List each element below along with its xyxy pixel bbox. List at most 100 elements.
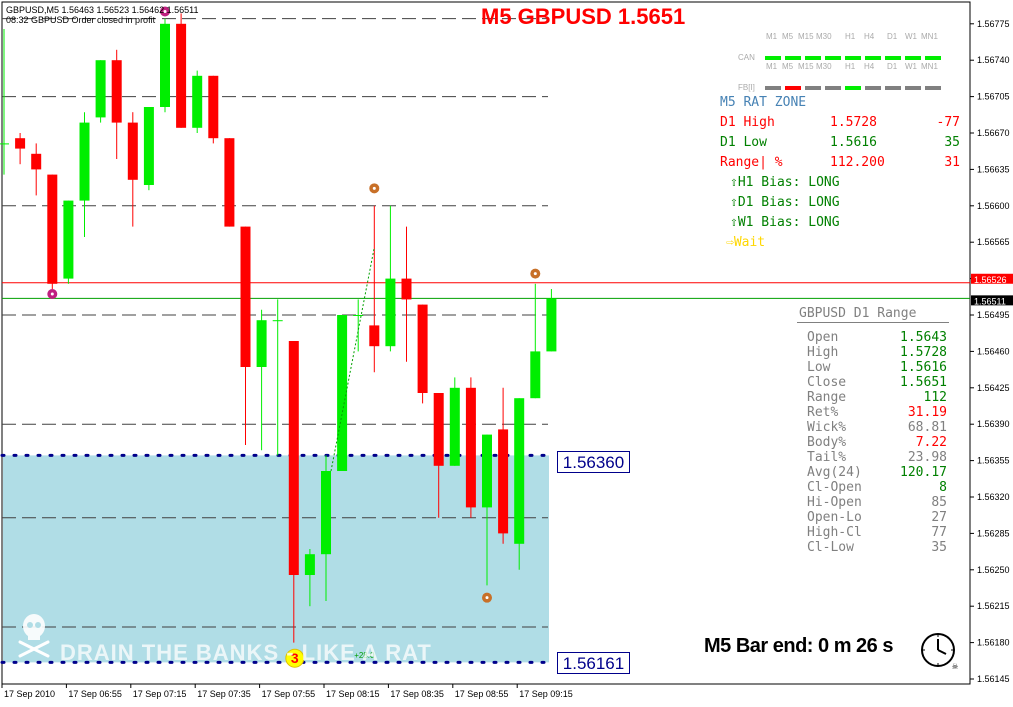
candle-body (127, 122, 138, 180)
rat-zone-extra: 35 (944, 135, 960, 150)
timeframe-label: M30 (816, 62, 832, 71)
bar-end-timer: M5 Bar end: 0 m 26 s (704, 635, 893, 657)
candle-body (95, 60, 106, 118)
candle-body (498, 429, 509, 534)
candle-body (192, 75, 203, 128)
bias-label: ⇧D1 Bias: LONG (730, 195, 840, 210)
d1-range-value: 1.5651 (900, 375, 947, 390)
y-tick-label: 1.56180 (977, 638, 1010, 648)
timeframe-label: H1 (845, 62, 856, 71)
timeframe-label: M5 (782, 32, 794, 41)
timeframe-label: H4 (864, 32, 875, 41)
fb-signal-bar (925, 86, 941, 90)
candle-body (143, 107, 154, 185)
x-tick-label: 17 Sep 08:15 (326, 689, 380, 699)
wait-signal: ⇨Wait (726, 235, 766, 250)
candle-body (160, 23, 170, 107)
y-tick-label: 1.56285 (977, 528, 1010, 538)
can-signal-bar (845, 56, 861, 60)
can-signal-bar (925, 56, 941, 60)
y-tick-label: 1.56145 (977, 674, 1010, 684)
rat-zone-value: 1.5616 (830, 135, 877, 150)
d1-range-value: 23.98 (907, 450, 947, 465)
d1-range-label: High (807, 345, 839, 360)
y-tick-label: 1.56775 (977, 19, 1010, 29)
candle-body (15, 138, 26, 149)
d1-range-value: 7.22 (915, 435, 947, 450)
rat-zone-label: Range| % (720, 155, 783, 170)
candle-body (449, 387, 460, 466)
candle-body (546, 298, 557, 352)
d1-range-label: Cl-Open (807, 480, 862, 495)
x-tick-label: 17 Sep 07:35 (197, 689, 251, 699)
candle-body (111, 60, 122, 123)
d1-range-value: 120.17 (900, 465, 947, 480)
fb-signal-bar (905, 86, 921, 90)
upper-level-box: 1.56360 (557, 451, 630, 473)
candle-body (369, 325, 380, 347)
candle-body (417, 304, 428, 393)
watermark-text: DRAIN THE BANKS - LIKE A RAT (60, 640, 432, 665)
candle-body (288, 341, 299, 575)
d1-range-label: Hi-Open (807, 495, 862, 510)
d1-range-value: 1.5728 (900, 345, 947, 360)
d1-range-value: 35 (931, 540, 947, 555)
d1-range-label: Ret% (807, 405, 839, 420)
can-signal-bar (765, 56, 781, 60)
y-tick-label: 1.56215 (977, 601, 1010, 611)
timeframe-label: MN1 (921, 32, 938, 41)
timeframe-label: M1 (766, 62, 778, 71)
mini-skull-icon: ☠ (952, 661, 959, 672)
candle-body (272, 320, 283, 322)
axis-price-label: 1.56526 (974, 275, 1007, 285)
candle-body (176, 23, 187, 128)
d1-range-value: 8 (939, 480, 947, 495)
y-tick-label: 1.56565 (977, 237, 1010, 247)
x-tick-label: 17 Sep 08:35 (390, 689, 444, 699)
candle-body (385, 278, 396, 347)
fb-signal-bar (805, 86, 821, 90)
candle-body (256, 320, 267, 367)
d1-range-value: 1.5643 (900, 330, 947, 345)
d1-range-label: Low (807, 360, 831, 375)
d1-range-label: Avg(24) (807, 465, 862, 480)
rat-zone-label: D1 Low (720, 135, 767, 150)
candle-body (304, 554, 315, 575)
rat-zone-extra: -77 (936, 115, 960, 130)
d1-range-value: 112 (923, 390, 947, 405)
timeframe-label: M15 (798, 62, 814, 71)
can-signal-bar (905, 56, 921, 60)
candle-body (224, 138, 235, 227)
lower-level-box: 1.56161 (557, 652, 630, 674)
fb-signal-bar (845, 86, 861, 90)
wave-marker-label: 3 (291, 650, 299, 666)
axis-price-label: 1.56511 (974, 296, 1006, 306)
candle-body (47, 174, 58, 284)
candle-body (514, 398, 525, 544)
x-tick-label: 17 Sep 06:55 (68, 689, 122, 699)
fb-label: FB[I] (738, 83, 755, 92)
y-tick-label: 1.56600 (977, 201, 1010, 211)
rat-zone-title: M5 RAT ZONE (720, 95, 807, 110)
axis-price-label-box (971, 273, 1013, 284)
d1-range-label: Tail% (807, 450, 847, 465)
can-signal-bar (885, 56, 901, 60)
timeframe-label: M30 (816, 32, 832, 41)
fb-signal-bar (885, 86, 901, 90)
candle-body (353, 315, 364, 316)
axis-price-label-box (971, 295, 1013, 306)
fb-signal-bar (785, 86, 801, 90)
x-tick-label: 17 Sep 08:55 (455, 689, 509, 699)
d1-range-value: 31.19 (907, 405, 947, 420)
x-tick-label: 17 Sep 07:55 (262, 689, 316, 699)
d1-range-value: 77 (931, 525, 947, 540)
d1-range-label: Open (807, 330, 839, 345)
timeframe-label: M1 (766, 32, 778, 41)
y-tick-label: 1.56670 (977, 128, 1010, 138)
d1-range-value: 68.81 (907, 420, 947, 435)
candle-body (321, 471, 331, 555)
y-tick-label: 1.56390 (977, 419, 1010, 429)
chart-big-title: M5 GBPUSD 1.5651 (481, 4, 686, 29)
y-tick-label: 1.56460 (977, 346, 1010, 356)
